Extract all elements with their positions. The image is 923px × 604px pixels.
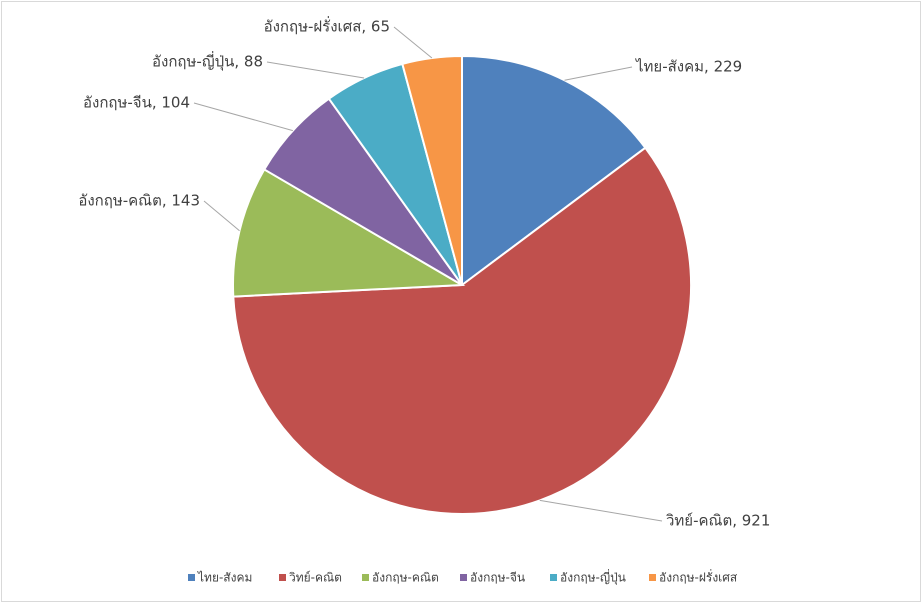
legend-label: อังกฤษ-จีน — [470, 571, 525, 585]
data-label: อังกฤษ-ญี่ปุ่น, 88 — [152, 51, 263, 72]
legend-label: อังกฤษ-ฝรั่งเศส — [659, 569, 738, 585]
leader-line — [193, 102, 293, 132]
legend-label: วิทย์-คณิต — [289, 571, 342, 585]
pie-slice — [461, 54, 647, 287]
pie-slice — [401, 54, 463, 286]
leader-line — [539, 499, 663, 522]
legend-swatch — [362, 574, 369, 581]
legend-swatch — [550, 574, 557, 581]
legend-swatch — [188, 574, 195, 581]
data-label: อังกฤษ-คณิต, 143 — [78, 192, 200, 210]
leader-line — [564, 66, 633, 81]
legend-swatch — [279, 574, 286, 581]
leader-line — [266, 61, 365, 79]
pie-slice — [232, 168, 466, 298]
legend-swatch — [649, 574, 656, 581]
data-label: อังกฤษ-ฝรั่งเศส, 65 — [264, 16, 390, 36]
leader-line — [393, 26, 433, 59]
data-label: วิทย์-คณิต, 921 — [665, 512, 770, 530]
data-label: อังกฤษ-จีน, 104 — [83, 94, 190, 112]
legend-label: ไทย-สังคม — [197, 571, 252, 585]
legend-label: อังกฤษ-คณิต — [372, 571, 439, 585]
legend-label: อังกฤษ-ญี่ปุ่น — [560, 569, 626, 586]
data-label: ไทย-สังคม, 229 — [635, 58, 742, 76]
legend-swatch — [460, 574, 467, 581]
leader-line — [203, 200, 240, 232]
